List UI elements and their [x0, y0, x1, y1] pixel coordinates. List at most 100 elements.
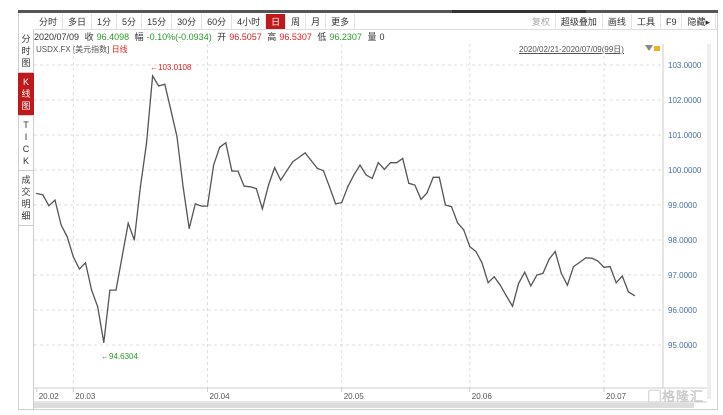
price-point — [188, 227, 190, 230]
price-point — [310, 159, 312, 162]
sidebar-view-tab[interactable]: T I C K — [18, 116, 34, 171]
tool-button[interactable]: 画线 — [603, 14, 632, 30]
price-point — [475, 250, 477, 253]
price-point — [353, 174, 355, 176]
x-tick-label: 20.03 — [75, 392, 96, 401]
price-point — [121, 256, 123, 258]
lock-icon[interactable] — [654, 46, 660, 51]
price-point — [72, 256, 74, 258]
x-tick-label: 20.06 — [472, 392, 493, 401]
price-point — [194, 203, 196, 205]
volume-label: 量 — [367, 32, 377, 42]
price-point — [463, 229, 465, 231]
price-point — [389, 162, 392, 164]
period-tab[interactable]: 5分 — [117, 14, 143, 29]
low-value: 96.2307 — [329, 32, 362, 42]
period-tab[interactable]: 60分 — [202, 14, 233, 29]
tool-button[interactable]: 超级叠加 — [556, 14, 603, 30]
price-point — [505, 295, 507, 297]
period-tab[interactable]: 4小时 — [232, 14, 267, 29]
price-point — [566, 284, 569, 286]
min-value: 94.6304 — [109, 352, 138, 361]
dropdown-triangle-icon[interactable] — [645, 45, 653, 51]
price-point — [213, 164, 215, 166]
price-point — [176, 136, 178, 138]
price-point — [554, 250, 556, 253]
price-point — [560, 272, 562, 274]
open-value: 96.5057 — [229, 32, 262, 42]
period-tab[interactable]: 日 — [266, 14, 287, 29]
vertical-scrollbar[interactable] — [707, 44, 711, 399]
period-tab[interactable]: 更多 — [326, 14, 356, 29]
change-value: -0.10%(-0.0934) — [146, 32, 212, 42]
price-point — [255, 187, 257, 190]
price-point — [316, 167, 318, 169]
period-tab[interactable]: 15分 — [142, 14, 173, 29]
price-point — [91, 289, 93, 291]
price-point — [139, 186, 141, 188]
price-point — [420, 198, 422, 200]
period-tab[interactable]: 多日 — [63, 14, 93, 29]
sidebar-view-tab[interactable]: 分 时 图 — [18, 30, 34, 73]
price-point — [103, 341, 105, 344]
period-tab[interactable]: 1分 — [92, 14, 118, 29]
price-point — [402, 157, 404, 160]
y-tick-label: 97.0000 — [668, 271, 697, 280]
y-tick-label: 101.0000 — [668, 131, 702, 140]
period-tab[interactable]: 周 — [286, 14, 307, 29]
tool-button[interactable]: 工具 — [632, 14, 661, 30]
price-point — [499, 284, 501, 286]
price-point — [359, 164, 361, 166]
price-point — [200, 205, 202, 207]
tool-button[interactable]: 隐藏▸ — [682, 14, 716, 30]
price-point — [371, 177, 373, 179]
top-strip — [18, 10, 718, 13]
price-point — [127, 222, 129, 224]
price-point — [36, 192, 38, 195]
price-point — [408, 182, 410, 184]
price-point — [426, 192, 428, 194]
symbol-code: USDX.FX — [36, 45, 71, 54]
period-tab[interactable]: 月 — [306, 14, 327, 29]
price-point — [335, 203, 337, 205]
symbol-period: 日线 — [111, 45, 128, 54]
y-tick-label: 98.0000 — [668, 236, 697, 245]
price-point — [518, 282, 520, 284]
close-value: 96.4098 — [96, 32, 130, 42]
price-point — [304, 152, 306, 154]
price-point — [274, 166, 276, 169]
max-annotation: ←103.0108 — [150, 63, 192, 72]
watermark-text: 格隆汇 — [662, 389, 705, 404]
price-point — [152, 75, 154, 77]
price-point — [42, 194, 44, 196]
date-range-selector[interactable]: 2020/02/21-2020/07/09(99日) — [519, 45, 624, 54]
price-point — [487, 282, 489, 284]
y-tick-label: 103.0000 — [668, 61, 702, 70]
price-point — [432, 176, 434, 178]
price-point — [536, 274, 538, 276]
price-point — [548, 258, 550, 260]
price-point — [280, 179, 282, 181]
horizontal-scrollbar[interactable] — [34, 403, 694, 408]
price-point — [621, 275, 623, 277]
period-toolbar: 分时 多日 1分 5分 15分 30分 60分 4小时日周月更多 复权 超级叠加 画线 工具 F9 隐藏… — [34, 14, 718, 30]
tool-button[interactable]: 复权 — [527, 14, 556, 30]
period-tab[interactable]: 30分 — [172, 14, 203, 29]
max-value: 103.0108 — [158, 63, 192, 72]
high-value: 96.5307 — [279, 32, 312, 42]
price-point — [347, 186, 349, 188]
tool-button[interactable]: F9 — [661, 14, 683, 30]
price-point — [493, 276, 495, 278]
period-tab[interactable]: 分时 — [34, 14, 64, 29]
symbol-name: [美元指数] — [72, 45, 110, 54]
y-tick-label: 96.0000 — [668, 306, 697, 315]
sidebar-view-tab[interactable]: K 线 图 — [18, 73, 34, 116]
price-point — [54, 199, 56, 201]
sidebar-view-tab[interactable]: 成 交 明 细 — [18, 171, 34, 226]
price-point — [414, 184, 416, 186]
price-point — [66, 236, 68, 238]
price-point — [597, 260, 599, 262]
symbol-label: USDX.FX [美元指数] 日线 — [36, 44, 128, 55]
price-point — [572, 266, 575, 268]
